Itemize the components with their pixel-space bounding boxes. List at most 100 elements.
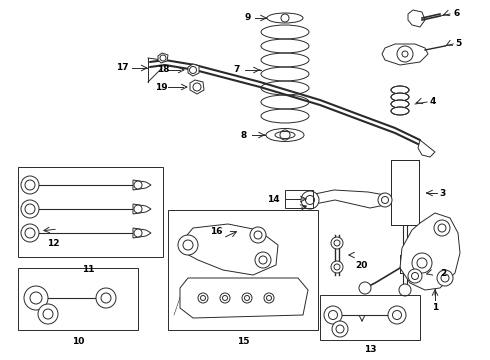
Text: 19: 19 <box>155 82 167 91</box>
Bar <box>320 295 420 340</box>
Circle shape <box>399 284 411 296</box>
Circle shape <box>134 181 142 189</box>
Circle shape <box>378 193 392 207</box>
Circle shape <box>412 273 418 279</box>
Circle shape <box>301 191 319 209</box>
Polygon shape <box>158 53 168 63</box>
Ellipse shape <box>266 129 304 141</box>
Ellipse shape <box>391 107 409 115</box>
Polygon shape <box>183 224 278 275</box>
Circle shape <box>281 14 289 22</box>
Polygon shape <box>418 140 435 157</box>
Circle shape <box>334 240 340 246</box>
Text: 7: 7 <box>234 66 240 75</box>
Circle shape <box>388 306 406 324</box>
Circle shape <box>25 204 35 214</box>
Circle shape <box>21 176 39 194</box>
Polygon shape <box>382 44 428 65</box>
Circle shape <box>417 258 427 268</box>
Circle shape <box>336 325 344 333</box>
Circle shape <box>101 293 111 303</box>
Polygon shape <box>188 64 199 76</box>
Circle shape <box>438 224 446 232</box>
Circle shape <box>178 235 198 255</box>
Circle shape <box>324 306 342 324</box>
Circle shape <box>193 83 201 91</box>
Circle shape <box>38 304 58 324</box>
Circle shape <box>328 310 338 320</box>
Text: 17: 17 <box>116 63 128 72</box>
Bar <box>391 160 419 225</box>
Circle shape <box>331 237 343 249</box>
Bar <box>400 255 410 273</box>
Text: 1: 1 <box>432 303 438 312</box>
Circle shape <box>134 205 142 213</box>
Circle shape <box>222 296 227 301</box>
Circle shape <box>198 293 208 303</box>
Circle shape <box>254 231 262 239</box>
Circle shape <box>250 227 266 243</box>
Circle shape <box>305 195 315 204</box>
Circle shape <box>441 274 449 282</box>
Circle shape <box>30 292 42 304</box>
Circle shape <box>264 293 274 303</box>
Bar <box>391 160 419 225</box>
Circle shape <box>245 296 249 301</box>
Text: 4: 4 <box>430 96 436 105</box>
Text: 8: 8 <box>241 130 247 139</box>
Circle shape <box>332 321 348 337</box>
Circle shape <box>21 224 39 242</box>
Circle shape <box>259 256 267 264</box>
Text: 11: 11 <box>82 265 94 274</box>
Polygon shape <box>408 10 425 27</box>
Polygon shape <box>310 190 385 208</box>
Text: 20: 20 <box>355 261 367 270</box>
Text: 5: 5 <box>455 39 461 48</box>
Bar <box>400 255 410 273</box>
Text: 12: 12 <box>47 238 59 248</box>
Circle shape <box>96 288 116 308</box>
Text: 10: 10 <box>72 338 84 346</box>
Bar <box>18 167 163 257</box>
Text: 16: 16 <box>210 228 222 237</box>
Circle shape <box>200 296 205 301</box>
Circle shape <box>160 55 166 61</box>
Polygon shape <box>133 180 151 190</box>
Circle shape <box>408 269 422 283</box>
Bar <box>18 268 138 330</box>
Text: 18: 18 <box>157 66 169 75</box>
Polygon shape <box>190 80 204 94</box>
Circle shape <box>220 293 230 303</box>
Circle shape <box>24 286 48 310</box>
Circle shape <box>43 309 53 319</box>
Circle shape <box>25 180 35 190</box>
Text: 3: 3 <box>439 189 445 198</box>
Circle shape <box>190 67 196 73</box>
Circle shape <box>25 228 35 238</box>
Text: 14: 14 <box>267 195 279 204</box>
Circle shape <box>134 229 142 237</box>
Bar <box>168 210 318 330</box>
Ellipse shape <box>391 93 409 101</box>
Text: 2: 2 <box>440 269 446 278</box>
Circle shape <box>267 296 271 301</box>
Ellipse shape <box>391 86 409 94</box>
Circle shape <box>255 252 271 268</box>
Circle shape <box>382 197 389 203</box>
Circle shape <box>392 310 401 320</box>
Circle shape <box>242 293 252 303</box>
Circle shape <box>183 240 193 250</box>
Circle shape <box>359 282 371 294</box>
Polygon shape <box>180 278 308 318</box>
Circle shape <box>280 130 290 140</box>
Ellipse shape <box>267 13 303 23</box>
Polygon shape <box>133 228 151 238</box>
Circle shape <box>331 261 343 273</box>
Bar <box>285 190 313 208</box>
Text: 13: 13 <box>364 346 376 355</box>
Circle shape <box>434 220 450 236</box>
Circle shape <box>402 51 408 57</box>
Circle shape <box>21 200 39 218</box>
Text: 15: 15 <box>237 338 249 346</box>
Text: 9: 9 <box>245 13 251 22</box>
